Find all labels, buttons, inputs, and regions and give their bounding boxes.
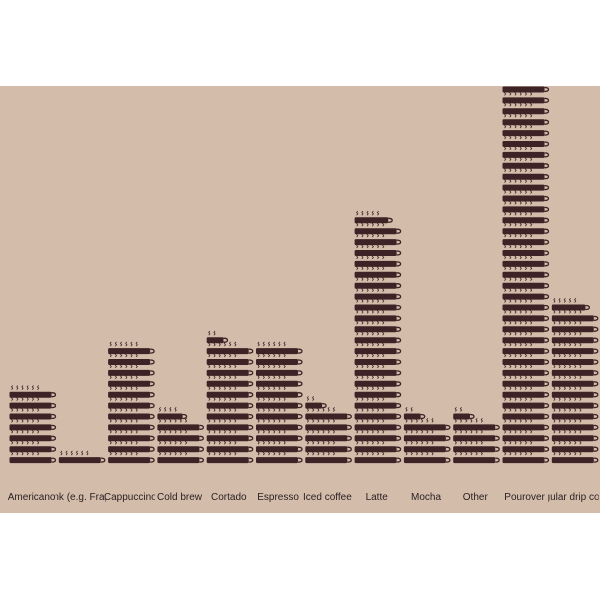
bar-8 (403, 407, 451, 464)
category-label-4: Cortado (211, 492, 247, 503)
bar-2 (108, 341, 155, 464)
category-label-9: Other (463, 492, 489, 503)
category-label-2: Cappuccino (104, 492, 157, 503)
category-label-8: Mocha (411, 492, 441, 503)
chart-background (0, 86, 600, 513)
category-label-11: Regular drip coffee (532, 492, 600, 503)
category-label-5: Espresso (257, 492, 299, 503)
chart-panel: Americano Blend drink (e.g. Frappuccino) C… (0, 86, 600, 513)
bars-layer (9, 86, 599, 464)
bar-3 (157, 407, 205, 464)
bar-7 (354, 210, 402, 464)
category-label-10: Pourover (504, 492, 545, 503)
category-label-3: Cold brew (157, 492, 203, 503)
category-label-0: Americano (8, 492, 56, 503)
bar-5 (256, 341, 303, 464)
bar-0 (9, 385, 57, 464)
bar-9 (453, 407, 500, 464)
category-label-6: Iced coffee (303, 492, 352, 503)
category-label-7: Latte (366, 492, 389, 503)
bar-6 (305, 396, 352, 464)
category-label-1: Blend drink (e.g. Frappuccino) (14, 492, 148, 503)
bar-10 (502, 86, 550, 464)
bar-1 (58, 450, 106, 464)
bar-11 (551, 298, 599, 464)
bar-4 (206, 330, 254, 464)
